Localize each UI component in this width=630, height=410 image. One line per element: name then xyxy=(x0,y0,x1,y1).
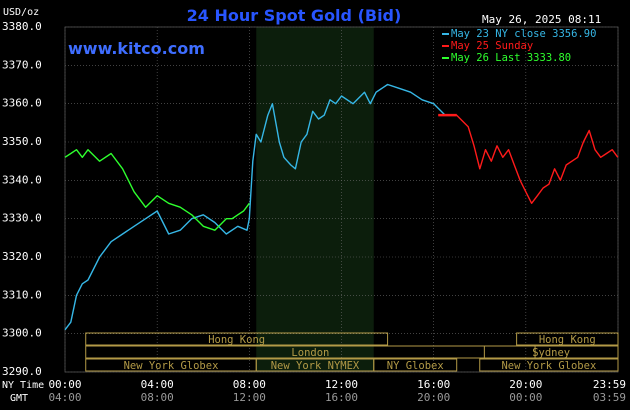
session-label: New York NYMEX xyxy=(271,360,360,372)
y-axis-unit: USD/oz xyxy=(3,7,39,18)
series-line xyxy=(64,149,250,231)
series-line xyxy=(438,114,619,204)
x-tick-label-ny: 16:00 xyxy=(417,378,450,391)
y-tick-label: 3320.0 xyxy=(2,250,42,263)
x-tick-label-gmt: 04:00 xyxy=(48,391,81,404)
x-tick-label-ny: 08:00 xyxy=(233,378,266,391)
session-label: New York Globex xyxy=(501,360,596,372)
legend: May 23 NY close 3356.90 May 25 Sunday Ma… xyxy=(442,28,596,64)
x-tick-label-ny: 00:00 xyxy=(48,378,81,391)
session-label: London xyxy=(291,347,329,359)
y-tick-label: 3350.0 xyxy=(2,135,42,148)
session-box xyxy=(483,345,619,359)
legend-item-ny-close: May 23 NY close 3356.90 xyxy=(451,28,596,40)
legend-item-sunday: May 25 Sunday xyxy=(451,40,533,52)
y-tick-label: 3360.0 xyxy=(2,97,42,110)
session-label: Hong Kong xyxy=(539,334,596,346)
y-tick-label: 3340.0 xyxy=(2,173,42,186)
session-box xyxy=(373,358,458,372)
x-tick-label-gmt: 08:00 xyxy=(141,391,174,404)
session-label: NY Globex xyxy=(387,360,444,372)
x-tick-label-ny: 12:00 xyxy=(325,378,358,391)
x-tick-label-gmt: 00:00 xyxy=(509,391,542,404)
session-label: Sydney xyxy=(532,347,570,359)
y-tick-label: 3370.0 xyxy=(2,58,42,71)
y-tick-label: 3300.0 xyxy=(2,327,42,340)
x-axis-ticks: 00:00 04:00 08:00 12:00 16:00 20:00 23:5904:00… xyxy=(48,378,626,404)
x-tick-label-gmt: 03:59 xyxy=(593,391,626,404)
price-series xyxy=(64,83,619,331)
y-tick-label: 3330.0 xyxy=(2,212,42,225)
ny-session-band xyxy=(256,27,374,372)
series-line xyxy=(64,83,457,331)
legend-item-last: May 26 Last 3333.80 xyxy=(451,52,571,64)
y-axis-ticks: 3380.0 3370.0 3360.0 3350.0 3340.0 3330.0 3320… xyxy=(2,20,42,378)
x-tick-label-gmt: 12:00 xyxy=(233,391,266,404)
y-tick-label: 3290.0 xyxy=(2,365,42,378)
grid-lines xyxy=(64,26,619,373)
timestamp: May 26, 2025 08:11 xyxy=(482,13,601,26)
y-tick-label: 3310.0 xyxy=(2,288,42,301)
x-tick-label-gmt: 16:00 xyxy=(325,391,358,404)
x-tick-label-ny: 04:00 xyxy=(141,378,174,391)
watermark-url: www.kitco.com xyxy=(68,39,205,58)
session-label: Hong Kong xyxy=(208,334,265,346)
session-label: New York Globex xyxy=(124,360,219,372)
plot-frame xyxy=(64,26,619,373)
y-tick-label: 3380.0 xyxy=(2,20,42,33)
trading-sessions: Hong Kong London New York Globex New York N… xyxy=(85,332,619,372)
x-tick-label-ny: 23:59 xyxy=(593,378,626,391)
session-box xyxy=(479,358,619,372)
x-axis-gmt-label: GMT xyxy=(10,393,28,404)
session-box xyxy=(85,332,389,346)
chart-title: 24 Hour Spot Gold (Bid) xyxy=(187,6,402,25)
x-tick-label-gmt: 20:00 xyxy=(417,391,450,404)
session-box xyxy=(516,332,619,346)
session-box xyxy=(85,345,536,359)
x-axis-ny-label: NY Time xyxy=(2,380,44,391)
x-tick-label-ny: 20:00 xyxy=(509,378,542,391)
